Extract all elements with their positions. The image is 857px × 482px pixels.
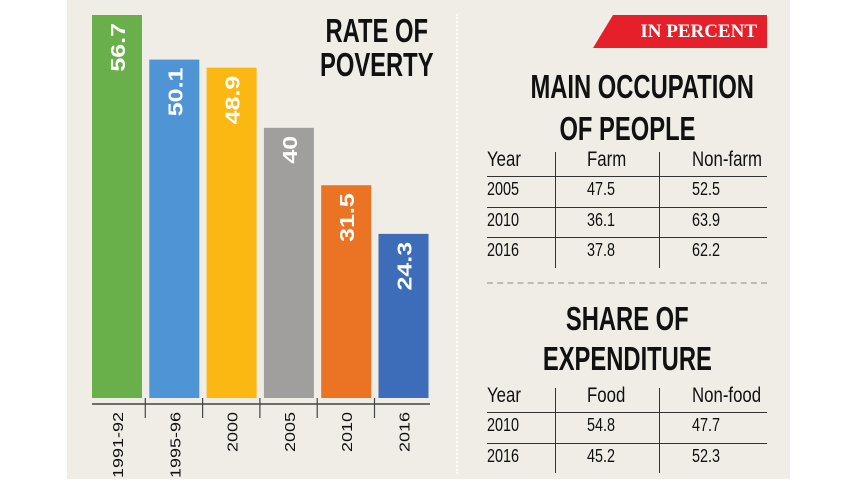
table-cell: 2016	[487, 445, 520, 466]
table-cell: 45.2	[587, 445, 616, 466]
table-cell: 2010	[487, 209, 520, 230]
bar-2005	[263, 127, 314, 398]
table-cell: 63.9	[692, 209, 721, 230]
expenditure-table: Year Food Non-food 2010 54.8 47.7 2016 45.2 52.3	[487, 384, 767, 473]
table-cell: 54.8	[587, 415, 616, 435]
occupation-title-line1: MAIN OCCUPATION	[530, 68, 754, 105]
bar-value-label: 24.3	[394, 242, 416, 291]
x-tick-label: 2010	[340, 412, 356, 452]
bar-value-label: 31.5	[337, 193, 359, 242]
table-rule	[487, 442, 767, 444]
in-percent-banner: IN PERCENT	[593, 15, 767, 48]
expenditure-title-line1: SHARE OF	[565, 300, 689, 337]
table-cell: 52.3	[692, 445, 721, 466]
table-header-year: Year	[487, 384, 521, 407]
table-column-rule	[659, 152, 660, 268]
table-cell: 2016	[487, 240, 520, 260]
table-header-year: Year	[487, 148, 521, 171]
table-column-rule	[555, 388, 556, 473]
x-tick-label: 2016	[397, 412, 413, 452]
dashed-separator	[487, 282, 767, 284]
table-header-non-food: Non-food	[692, 384, 762, 407]
table-rule	[487, 206, 767, 208]
table-cell: 47.7	[692, 415, 721, 435]
bar-2000	[206, 67, 257, 398]
bar-2016	[378, 233, 429, 398]
table-rule	[487, 237, 767, 238]
x-tick-label: 2000	[225, 412, 241, 452]
dotted-divider	[456, 14, 458, 474]
table-cell: 37.8	[587, 240, 616, 260]
bar-value-label: 50.1	[165, 68, 187, 117]
x-tick-label: 2005	[283, 412, 299, 452]
occupation-title-line2: OF PEOPLE	[559, 110, 695, 147]
table-cell: 62.2	[692, 240, 721, 260]
table-header-farm: Farm	[587, 148, 627, 171]
bar-value-label: 40	[279, 136, 301, 164]
occupation-table: Year Farm Non-farm 2005 47.5 52.5 2010 36.1 63.9…	[487, 148, 767, 268]
bar-1991-92	[92, 15, 142, 398]
table-cell: 2010	[487, 415, 520, 435]
table-cell: 2005	[487, 179, 520, 199]
x-tick-label: 1991-92	[111, 412, 127, 478]
bar-1995-96	[149, 59, 200, 399]
x-tick-label: 1995-96	[168, 412, 184, 478]
poverty-chart-title: RATE OF POVERTY	[320, 12, 434, 83]
table-cell: 47.5	[587, 179, 616, 199]
bar-value-label: 56.7	[107, 23, 129, 72]
table-rule	[487, 412, 767, 413]
table-header-non-farm: Non-farm	[692, 148, 763, 171]
in-percent-label: IN PERCENT	[640, 21, 757, 42]
table-header-food: Food	[587, 384, 626, 407]
table-rule	[487, 176, 767, 177]
table-cell: 52.5	[692, 179, 721, 199]
bar-value-label: 48.9	[222, 76, 244, 125]
table-cell: 36.1	[587, 209, 616, 230]
table-column-rule	[659, 388, 660, 473]
table-column-rule	[555, 152, 556, 268]
expenditure-title-line2: EXPENDITURE	[542, 340, 712, 377]
bar-2010	[321, 185, 372, 398]
